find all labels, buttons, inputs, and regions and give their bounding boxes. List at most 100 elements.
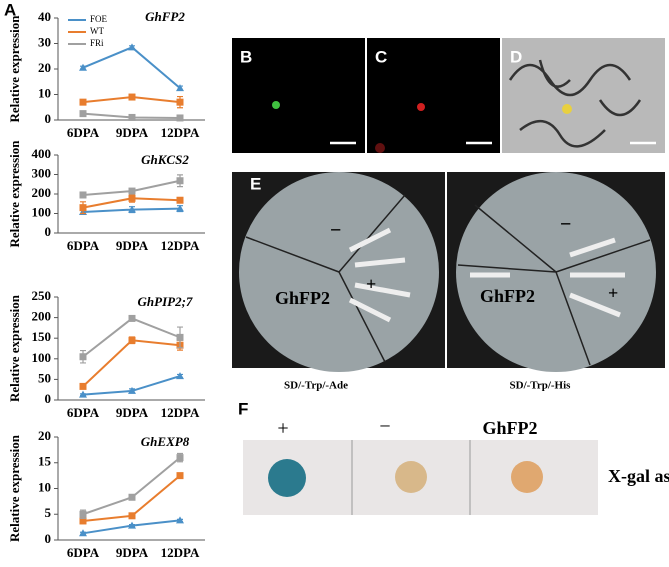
marker [128, 93, 136, 101]
marker [176, 372, 184, 380]
marker [176, 84, 184, 92]
x-tick-label: 6DPA [67, 405, 100, 420]
marker [128, 493, 136, 501]
marker [79, 390, 87, 398]
y-tick-label: 10 [38, 85, 51, 100]
marker [176, 196, 184, 204]
panel-label: A [4, 0, 16, 19]
y-axis-label: Relative expression [7, 15, 22, 123]
marker [79, 110, 87, 118]
series-line [82, 456, 181, 516]
marker [128, 314, 136, 322]
sector-line [245, 194, 406, 363]
marker [128, 43, 136, 51]
colony [348, 227, 411, 323]
caption: SD/-Trp/-His [510, 380, 572, 392]
blue-spot [268, 459, 306, 497]
y-tick-label: 50 [38, 370, 51, 385]
panel-label: D [510, 47, 522, 66]
marker [128, 205, 136, 213]
marker [176, 177, 184, 185]
sector-label: GhFP2 [275, 288, 330, 308]
panel-label: F [238, 399, 248, 418]
marker [176, 454, 184, 462]
marker [79, 517, 87, 525]
marker [79, 98, 87, 106]
marker [176, 98, 184, 106]
y-tick-label: 20 [38, 60, 51, 75]
caption: X-gal assay [608, 466, 669, 486]
panel-label: B [240, 47, 252, 66]
marker [128, 386, 136, 394]
marker [79, 63, 87, 71]
sector-label: GhFP2 [480, 286, 535, 306]
x-tick-label: 6DPA [67, 545, 100, 560]
y-tick-label: 0 [45, 391, 52, 406]
marker [176, 204, 184, 212]
cell-outline [508, 59, 642, 148]
gfp-signal [272, 101, 280, 109]
marker [176, 472, 184, 480]
image-d [502, 38, 665, 153]
marker [79, 510, 87, 518]
marker [79, 353, 87, 361]
y-axis-label: Relative expression [7, 294, 22, 402]
y-tick-label: 200 [32, 309, 52, 324]
marker [79, 204, 87, 212]
y-tick-label: 20 [38, 428, 51, 443]
y-tick-label: 150 [32, 329, 52, 344]
rfp-signal [375, 143, 385, 153]
sector-label: − [560, 214, 571, 236]
x-tick-label: 6DPA [67, 125, 100, 140]
legend-label: FRi [90, 38, 104, 48]
x-tick-label: 12DPA [161, 545, 200, 560]
white-spot [511, 461, 543, 493]
y-axis-label: Relative expression [7, 140, 22, 248]
x-tick-label: 12DPA [161, 238, 200, 253]
sector-label: + [366, 274, 376, 294]
sector-label: − [330, 220, 341, 242]
caption: SD/-Trp/-Ade [284, 380, 348, 392]
image-b [232, 38, 365, 153]
series-line [82, 339, 181, 388]
spot-label: + [277, 418, 288, 440]
marker [128, 187, 136, 195]
x-tick-label: 9DPA [116, 125, 149, 140]
y-tick-label: 0 [45, 224, 52, 239]
rfp-signal [417, 103, 425, 111]
marker [128, 336, 136, 344]
panel-label: C [375, 47, 387, 66]
white-spot [395, 461, 427, 493]
marker [176, 516, 184, 524]
x-tick-label: 12DPA [161, 405, 200, 420]
x-tick-label: 9DPA [116, 238, 149, 253]
chart-title: GhPIP2;7 [138, 294, 193, 309]
y-tick-label: 10 [38, 479, 51, 494]
marker [128, 113, 136, 121]
panel-label: E [250, 174, 261, 193]
y-tick-label: 30 [38, 34, 51, 49]
marker [79, 191, 87, 199]
series-line [82, 46, 181, 89]
y-tick-label: 200 [32, 185, 52, 200]
y-tick-label: 400 [32, 146, 52, 161]
y-tick-label: 5 [45, 505, 52, 520]
marker [79, 529, 87, 537]
y-axis-label: Relative expression [7, 434, 22, 542]
merged-signal [562, 104, 572, 114]
y-tick-label: 100 [32, 204, 52, 219]
legend-label: FOE [90, 14, 108, 24]
marker [176, 114, 184, 122]
y-tick-label: 0 [45, 531, 52, 546]
colony [470, 237, 625, 318]
x-tick-label: 9DPA [116, 405, 149, 420]
x-tick-label: 12DPA [161, 125, 200, 140]
marker [128, 521, 136, 529]
image-c [367, 38, 500, 153]
chart-title: GhFP2 [145, 9, 185, 24]
y-tick-label: 15 [38, 454, 52, 469]
chart-title: GhKCS2 [141, 152, 189, 167]
x-tick-label: 6DPA [67, 238, 100, 253]
spot-label: − [379, 416, 390, 438]
